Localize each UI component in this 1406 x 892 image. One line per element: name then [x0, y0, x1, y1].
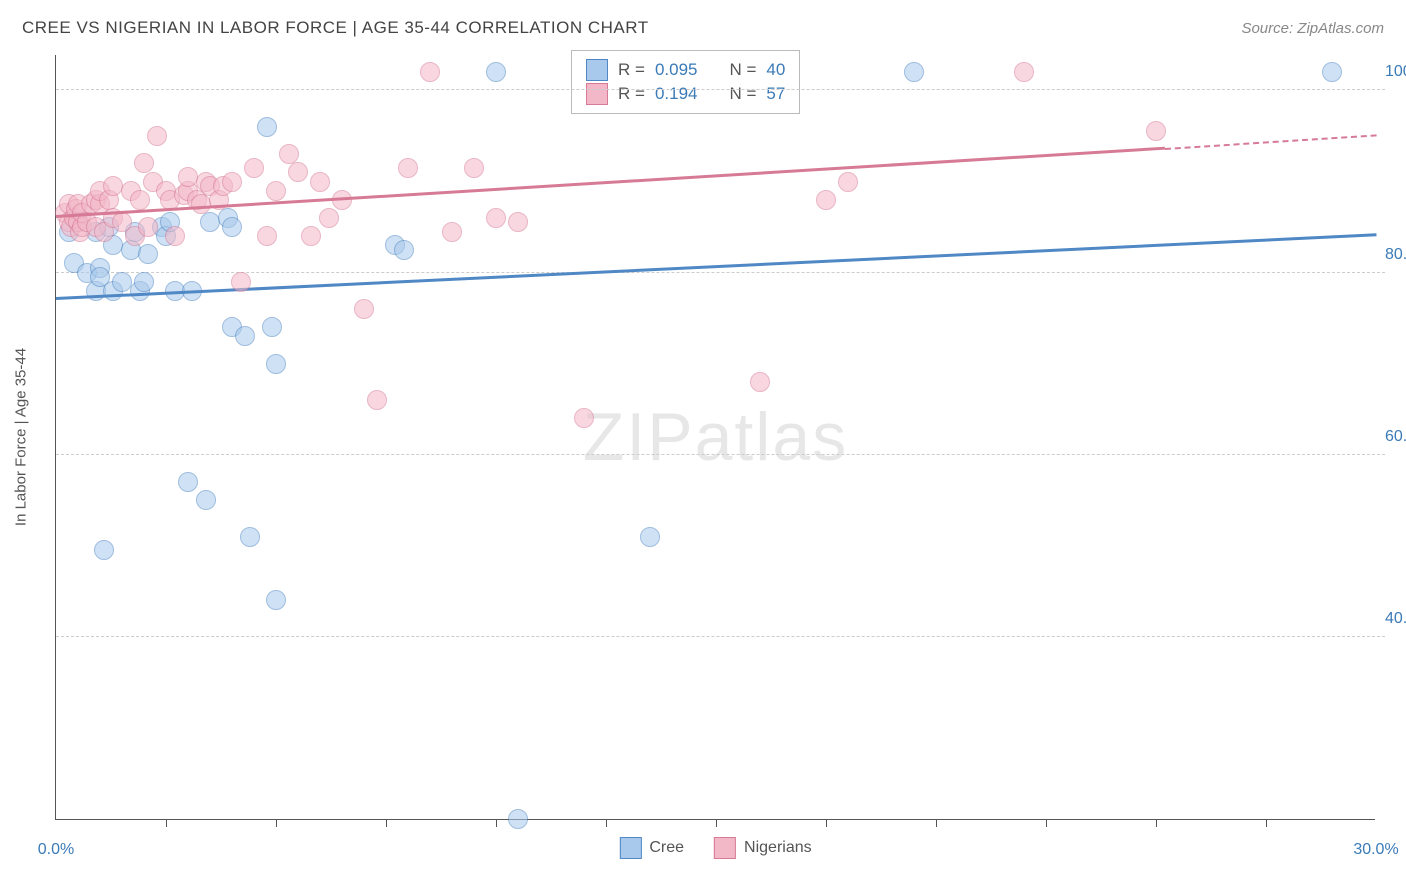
data-point [1014, 62, 1034, 82]
series-legend-item: Nigerians [714, 837, 812, 859]
y-axis-title: In Labor Force | Age 35-44 [13, 348, 30, 526]
grid-line [56, 89, 1385, 90]
data-point [231, 272, 251, 292]
data-point [1146, 121, 1166, 141]
data-point [816, 190, 836, 210]
series-legend: Cree Nigerians [619, 837, 811, 859]
r-label: R = [618, 84, 645, 104]
series-legend-item: Cree [619, 837, 684, 859]
data-point [257, 117, 277, 137]
data-point [288, 162, 308, 182]
chart-header: CREE VS NIGERIAN IN LABOR FORCE | AGE 35… [22, 18, 1384, 38]
data-point [398, 158, 418, 178]
grid-line [56, 454, 1385, 455]
data-point [420, 62, 440, 82]
data-point [165, 226, 185, 246]
data-point [244, 158, 264, 178]
data-point [1322, 62, 1342, 82]
data-point [134, 153, 154, 173]
data-point [134, 272, 154, 292]
trend-line [56, 234, 1376, 300]
r-label: R = [618, 60, 645, 80]
legend-row: R = 0.095 N = 40 [586, 59, 785, 81]
grid-line [56, 272, 1385, 273]
series-name: Cree [649, 839, 684, 857]
data-point [178, 472, 198, 492]
watermark: ZIPatlas [583, 398, 848, 476]
x-tick [936, 819, 937, 827]
data-point [266, 590, 286, 610]
data-point [262, 317, 282, 337]
scatter-chart: ZIPatlas In Labor Force | Age 35-44 R =0… [55, 55, 1375, 820]
r-value: 0.095 [655, 60, 698, 80]
data-point [442, 222, 462, 242]
data-point [222, 217, 242, 237]
data-point [130, 190, 150, 210]
data-point [301, 226, 321, 246]
data-point [196, 490, 216, 510]
x-tick [496, 819, 497, 827]
series-name: Nigerians [744, 839, 812, 857]
source-label: Source: ZipAtlas.com [1241, 20, 1384, 37]
legend-swatch [619, 837, 641, 859]
legend-swatch [586, 59, 608, 81]
y-tick-label: 100.0% [1385, 63, 1406, 81]
data-point [147, 126, 167, 146]
y-tick-label: 80.0% [1385, 246, 1406, 264]
data-point [464, 158, 484, 178]
data-point [394, 240, 414, 260]
data-point [838, 172, 858, 192]
x-tick [1046, 819, 1047, 827]
data-point [138, 244, 158, 264]
data-point [486, 208, 506, 228]
legend-swatch [714, 837, 736, 859]
x-tick [1266, 819, 1267, 827]
x-tick [826, 819, 827, 827]
data-point [240, 527, 260, 547]
legend-row: R = 0.194 N = 57 [586, 83, 785, 105]
x-tick [716, 819, 717, 827]
data-point [319, 208, 339, 228]
trend-line-extrapolated [1165, 134, 1376, 150]
x-tick [606, 819, 607, 827]
x-tick-label: 30.0% [1353, 841, 1398, 859]
data-point [94, 540, 114, 560]
data-point [750, 372, 770, 392]
x-tick [166, 819, 167, 827]
x-tick [1156, 819, 1157, 827]
data-point [266, 354, 286, 374]
n-label: N = [729, 60, 756, 80]
data-point [486, 62, 506, 82]
data-point [367, 390, 387, 410]
r-value: 0.194 [655, 84, 698, 104]
data-point [235, 326, 255, 346]
x-tick [386, 819, 387, 827]
legend-swatch [586, 83, 608, 105]
n-value: 57 [766, 84, 785, 104]
data-point [904, 62, 924, 82]
data-point [257, 226, 277, 246]
x-tick-label: 0.0% [38, 841, 74, 859]
data-point [354, 299, 374, 319]
data-point [508, 809, 528, 829]
data-point [279, 144, 299, 164]
y-tick-label: 40.0% [1385, 610, 1406, 628]
n-value: 40 [766, 60, 785, 80]
data-point [138, 217, 158, 237]
data-point [222, 172, 242, 192]
y-tick-label: 60.0% [1385, 428, 1406, 446]
data-point [508, 212, 528, 232]
data-point [310, 172, 330, 192]
grid-line [56, 636, 1385, 637]
n-label: N = [729, 84, 756, 104]
data-point [266, 181, 286, 201]
data-point [640, 527, 660, 547]
chart-title: CREE VS NIGERIAN IN LABOR FORCE | AGE 35… [22, 18, 649, 38]
correlation-legend: R = 0.095 N = 40 R = 0.194 N = 57 [571, 50, 800, 114]
x-tick [276, 819, 277, 827]
data-point [574, 408, 594, 428]
